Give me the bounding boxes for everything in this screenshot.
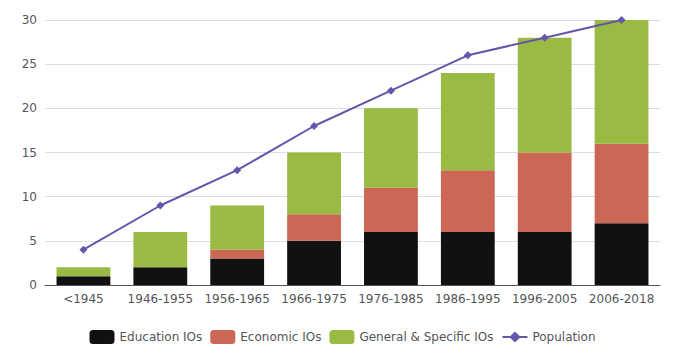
svg-text:Population: Population [532, 330, 595, 344]
svg-text:25: 25 [22, 57, 37, 71]
svg-text:30: 30 [22, 13, 37, 27]
svg-text:1956-1965: 1956-1965 [204, 292, 269, 306]
svg-text:1986-1995: 1986-1995 [435, 292, 500, 306]
svg-text:Education IOs: Education IOs [119, 330, 202, 344]
svg-text:5: 5 [29, 234, 37, 248]
svg-text:20: 20 [22, 101, 37, 115]
svg-text:10: 10 [22, 190, 37, 204]
svg-text:1976-1985: 1976-1985 [358, 292, 423, 306]
svg-text:1946-1955: 1946-1955 [128, 292, 193, 306]
svg-text:<1945: <1945 [63, 292, 104, 306]
svg-text:1996-2005: 1996-2005 [512, 292, 577, 306]
svg-text:2006-2018: 2006-2018 [589, 292, 654, 306]
svg-text:0: 0 [29, 278, 37, 292]
svg-text:1966-1975: 1966-1975 [281, 292, 346, 306]
svg-text:15: 15 [22, 146, 37, 160]
svg-text:Economic IOs: Economic IOs [240, 330, 321, 344]
svg-text:General & Specific IOs: General & Specific IOs [359, 330, 493, 344]
